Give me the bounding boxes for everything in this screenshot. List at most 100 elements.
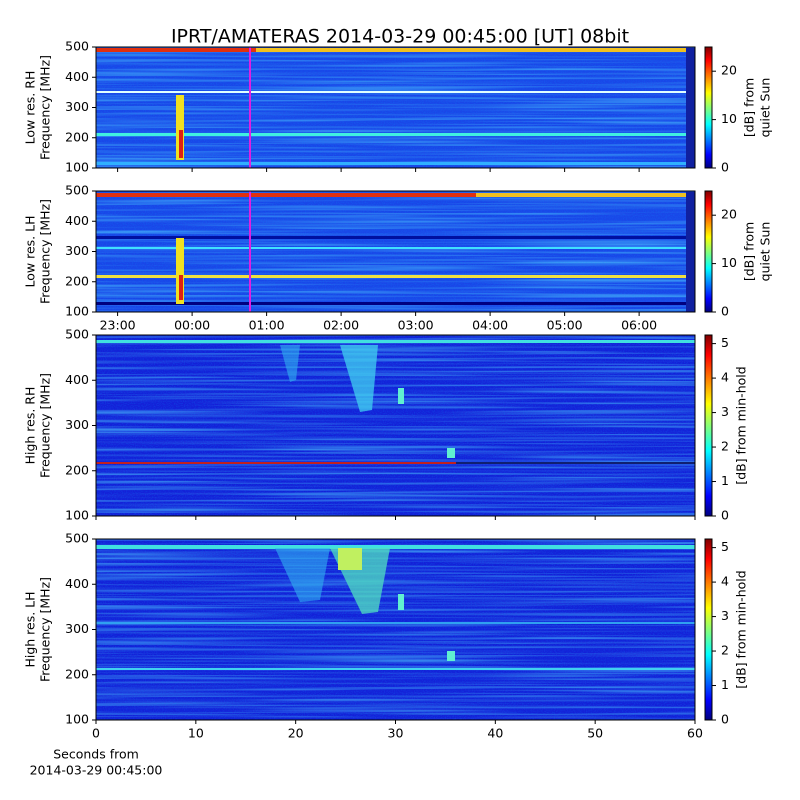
y-tick-label: 500 — [65, 183, 89, 198]
spectral-feature — [96, 545, 695, 549]
x-tick-label: 04:00 — [472, 318, 508, 333]
spectral-feature — [249, 191, 251, 312]
colorbar-tick-label: 0 — [721, 508, 729, 523]
x-tick-label: 0 — [92, 726, 100, 741]
spectral-feature — [179, 275, 183, 300]
colorbar — [704, 334, 713, 517]
colorbar-tick-label: 1 — [721, 473, 729, 488]
spectral-feature — [96, 622, 695, 624]
colorbar-tick-label: 5 — [721, 335, 729, 350]
y-tick-label: 300 — [65, 417, 89, 432]
y-tick-label: 500 — [65, 327, 89, 342]
x-tick-label: 03:00 — [398, 318, 434, 333]
spectral-feature — [447, 651, 455, 661]
spectral-feature — [280, 345, 300, 382]
figure-title: IPRT/AMATERAS 2014-03-29 00:45:00 [UT] 0… — [171, 26, 629, 48]
y-axis-label: Frequency [MHz] — [38, 373, 53, 478]
spectral-feature — [96, 340, 695, 343]
spectral-feature — [340, 345, 378, 412]
x-tick-label: 23:00 — [100, 318, 136, 333]
spectral-feature — [96, 302, 695, 305]
colorbar-label: quiet Sun — [758, 222, 773, 282]
colorbar-tick-label: 1 — [721, 677, 729, 692]
y-axis-label: Frequency [MHz] — [38, 577, 53, 682]
spectral-feature — [96, 247, 695, 249]
spectral-feature — [686, 48, 695, 168]
y-axis-label: High res. LH — [23, 591, 38, 667]
colorbar-tick-label: 2 — [721, 439, 729, 454]
spectral-feature — [96, 48, 256, 52]
y-tick-label: 200 — [65, 462, 89, 477]
spectral-feature — [398, 388, 404, 404]
spectral-feature — [338, 548, 362, 570]
x-tick-label: 50 — [587, 726, 603, 741]
x-axis-label: Seconds from — [53, 747, 139, 762]
spectral-feature — [96, 162, 695, 165]
spectrogram-speckle — [96, 539, 695, 720]
y-tick-label: 300 — [65, 243, 89, 258]
colorbar-tick-label: 20 — [721, 63, 737, 78]
spectral-feature — [96, 133, 695, 136]
y-tick-label: 200 — [65, 129, 89, 144]
x-tick-label: 05:00 — [547, 318, 583, 333]
spectrogram-speckle — [96, 47, 695, 168]
spectral-feature — [96, 236, 695, 239]
x-tick-label: 20 — [288, 726, 304, 741]
colorbar — [704, 538, 713, 721]
spectral-feature — [256, 48, 695, 52]
y-tick-label: 400 — [65, 372, 89, 387]
y-axis-label: Frequency [MHz] — [38, 199, 53, 304]
spectral-feature — [275, 548, 330, 602]
spectral-feature — [96, 91, 695, 93]
colorbar-tick-label: 2 — [721, 643, 729, 658]
x-tick-label: 02:00 — [323, 318, 359, 333]
colorbar-tick-label: 0 — [721, 160, 729, 175]
colorbar-tick-label: 4 — [721, 370, 729, 385]
y-tick-label: 400 — [65, 213, 89, 228]
y-tick-label: 300 — [65, 99, 89, 114]
x-tick-label: 40 — [487, 726, 503, 741]
colorbar-tick-label: 3 — [721, 404, 729, 419]
y-tick-label: 400 — [65, 69, 89, 84]
colorbar-tick-label: 0 — [721, 304, 729, 319]
y-axis-label: High res. RH — [23, 387, 38, 465]
y-tick-label: 200 — [65, 273, 89, 288]
colorbar-label: [dB] from — [742, 222, 757, 281]
colorbar — [704, 190, 713, 313]
colorbar — [704, 46, 713, 169]
y-tick-label: 500 — [65, 531, 89, 546]
colorbar-label: [dB] from min-hold — [734, 366, 749, 484]
y-tick-label: 100 — [65, 508, 89, 523]
y-tick-label: 500 — [65, 39, 89, 54]
x-tick-label: 10 — [188, 726, 204, 741]
y-axis-label: Frequency [MHz] — [38, 55, 53, 160]
y-tick-label: 100 — [65, 712, 89, 727]
spectral-feature — [96, 462, 456, 464]
colorbar-label: quiet Sun — [758, 78, 773, 138]
spectral-feature — [456, 462, 695, 464]
x-tick-label: 06:00 — [621, 318, 657, 333]
spectral-feature — [96, 275, 695, 278]
colorbar-tick-label: 5 — [721, 539, 729, 554]
y-tick-label: 300 — [65, 621, 89, 636]
x-tick-label: 30 — [388, 726, 404, 741]
y-tick-label: 100 — [65, 160, 89, 175]
spectral-feature — [249, 47, 251, 168]
y-tick-label: 200 — [65, 666, 89, 681]
y-tick-label: 100 — [65, 304, 89, 319]
colorbar-tick-label: 20 — [721, 207, 737, 222]
colorbar-tick-label: 0 — [721, 712, 729, 727]
colorbar-tick-label: 10 — [721, 111, 737, 126]
y-axis-label: Low res. LH — [23, 216, 38, 288]
x-tick-label: 60 — [687, 726, 703, 741]
y-tick-label: 400 — [65, 576, 89, 591]
spectrogram-speckle — [96, 335, 695, 516]
spectral-feature — [176, 238, 184, 304]
x-axis-label: 2014-03-29 00:45:00 — [30, 763, 163, 778]
y-axis-label: Low res. RH — [23, 71, 38, 145]
x-tick-label: 00:00 — [174, 318, 210, 333]
x-tick-label: 01:00 — [249, 318, 285, 333]
colorbar-tick-label: 3 — [721, 608, 729, 623]
spectral-feature — [686, 192, 695, 312]
